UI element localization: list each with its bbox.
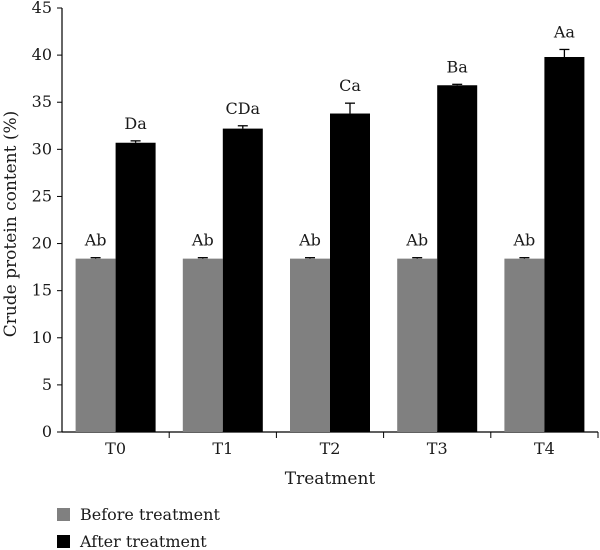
x-tick-label: T4 [534,439,555,458]
y-tick-label: 20 [32,234,52,253]
x-tick-label: T2 [320,439,341,458]
bar-before-t3 [397,258,438,432]
legend-swatch [57,535,70,548]
data-label: Ca [339,76,361,95]
y-tick-label: 15 [32,281,52,300]
error-bars [90,48,570,259]
bar-after-t3 [437,85,478,433]
legend-label: Before treatment [80,505,220,524]
bar-after-t0 [115,142,156,432]
data-label: CDa [225,99,260,118]
y-axis: 0 5 10 15 20 25 30 35 40 45 [32,0,63,441]
y-tick-label: 5 [42,375,52,394]
data-labels: Ab Da Ab CDa Ab Ca Ab Ba Ab Aa [84,22,576,249]
bars [75,56,585,433]
bar-after-t2 [330,113,370,432]
legend-swatch [57,508,70,521]
data-label: Ab [191,231,214,250]
data-label: Ab [84,231,107,250]
data-label: Ab [513,231,536,250]
y-tick-label: 40 [32,45,52,64]
bar-after-t4 [544,56,585,433]
data-label: Da [124,114,147,133]
bar-before-t0 [75,258,116,432]
x-tick-label: T3 [427,439,448,458]
data-label: Ba [447,57,469,76]
x-tick-label: T1 [212,439,233,458]
y-tick-label: 10 [32,328,52,347]
y-tick-label: 25 [32,186,52,205]
bar-before-t2 [290,258,330,432]
y-tick-label: 45 [32,0,52,17]
data-label: Ab [298,231,321,250]
bar-before-t1 [182,258,223,432]
data-label: Ab [405,231,428,250]
bar-before-t4 [504,258,545,432]
x-axis-title: Treatment [285,469,376,489]
legend: Before treatment After treatment [57,505,220,550]
x-tick-label: T0 [105,439,126,458]
x-axis: T0 T1 T2 T3 T4 [62,431,599,458]
bar-after-t1 [222,128,263,433]
y-tick-label: 0 [42,422,52,441]
y-tick-label: 35 [32,92,52,111]
y-tick-label: 30 [32,139,52,158]
data-label: Aa [553,22,576,41]
legend-label: After treatment [79,532,207,550]
y-axis-title: Crude protein content (%) [1,111,21,338]
